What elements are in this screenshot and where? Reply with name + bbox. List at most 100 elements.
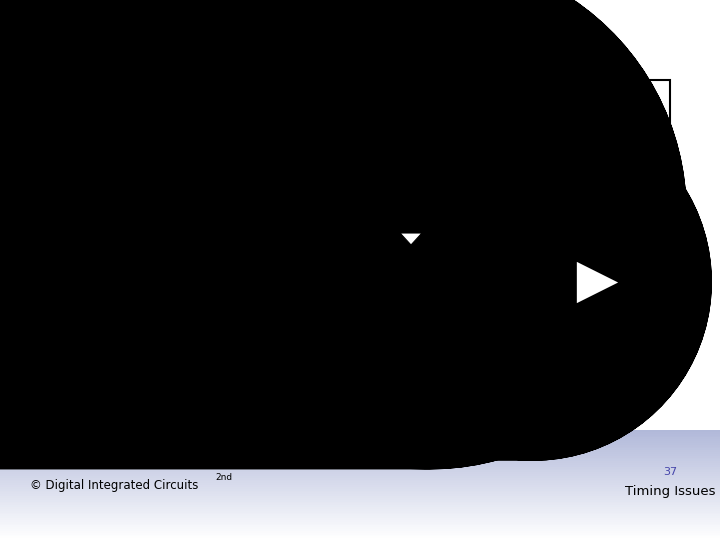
Text: $f_{system}$ = N x $f_{crystal}$: $f_{system}$ = N x $f_{crystal}$ <box>0 261 90 275</box>
Bar <box>0 447 720 448</box>
Bar <box>0 510 720 512</box>
Text: To generate a higher frequency required by digital circuits, a phase-locked
loop: To generate a higher frequency required … <box>55 392 505 459</box>
Text: PLL: PLL <box>469 275 491 288</box>
Bar <box>0 463 720 465</box>
Text: Chip 1: Chip 1 <box>220 64 260 77</box>
Bar <box>0 494 720 496</box>
Bar <box>0 505 720 507</box>
Text: Digital
System: Digital System <box>572 159 613 181</box>
Bar <box>0 527 720 529</box>
Bar <box>0 472 720 474</box>
Bar <box>118 234 238 302</box>
Bar <box>0 430 720 432</box>
Bar <box>0 523 720 525</box>
Bar <box>0 454 720 455</box>
Bar <box>0 512 720 514</box>
Bar <box>0 465 720 467</box>
Bar <box>0 483 720 485</box>
Bar <box>0 452 720 454</box>
Bar <box>0 537 720 538</box>
Bar <box>0 476 720 478</box>
Bar <box>0 522 720 523</box>
Text: Clock
Buffer: Clock Buffer <box>581 322 615 344</box>
Bar <box>0 520 720 522</box>
Bar <box>0 500 720 502</box>
Bar <box>0 482 720 483</box>
Bar <box>0 478 720 480</box>
Bar <box>0 514 720 516</box>
Bar <box>0 503 720 505</box>
Bar <box>430 252 530 312</box>
Bar <box>0 462 720 463</box>
Text: Crystal
Oscillator: Crystal Oscillator <box>153 418 207 440</box>
Bar <box>415 80 670 345</box>
Bar <box>0 518 720 520</box>
Bar <box>0 469 720 470</box>
Bar <box>0 530 720 532</box>
Bar <box>0 496 720 498</box>
Bar <box>0 480 720 481</box>
Bar <box>0 480 720 482</box>
Bar <box>0 512 720 514</box>
Text: Digital
System: Digital System <box>167 144 208 166</box>
Bar <box>0 505 720 507</box>
Bar <box>0 478 720 480</box>
Bar <box>115 105 260 205</box>
Bar <box>0 434 720 435</box>
Bar <box>400 180 422 245</box>
Bar <box>0 460 720 461</box>
Bar <box>0 507 720 509</box>
Bar <box>0 437 720 439</box>
Bar <box>0 516 720 518</box>
Bar <box>0 523 720 525</box>
Bar <box>0 487 720 488</box>
Text: PLL: PLL <box>167 261 189 274</box>
Bar <box>0 514 720 515</box>
Bar <box>0 503 720 505</box>
Bar <box>95 80 385 385</box>
Bar <box>0 467 720 469</box>
Bar <box>0 511 720 512</box>
Bar <box>0 491 720 494</box>
Bar <box>0 535 720 537</box>
Text: $f_{crystal}$, 200<Mhz: $f_{crystal}$, 200<Mhz <box>185 376 278 393</box>
Bar <box>0 448 720 450</box>
Bar <box>0 470 720 472</box>
Bar <box>0 515 720 517</box>
Text: PLL-Based Synchronization: PLL-Based Synchronization <box>127 22 593 51</box>
Bar <box>0 471 720 474</box>
Bar <box>0 483 720 485</box>
Bar <box>258 232 363 282</box>
Bar <box>0 432 720 434</box>
Bar <box>0 520 720 522</box>
Bar <box>0 485 720 487</box>
Bar <box>0 490 720 492</box>
Bar <box>0 507 720 508</box>
Bar <box>115 398 245 460</box>
Bar <box>0 502 720 503</box>
Bar <box>0 443 720 445</box>
Bar <box>0 509 720 511</box>
Bar <box>0 531 720 532</box>
Bar <box>0 494 720 495</box>
Bar <box>0 497 720 498</box>
Bar <box>0 454 720 456</box>
Bar <box>0 442 720 443</box>
Bar <box>0 450 720 451</box>
Bar <box>0 538 720 540</box>
Bar <box>0 447 720 448</box>
Bar <box>0 445 720 447</box>
Bar <box>0 456 720 457</box>
Bar <box>0 475 720 477</box>
Polygon shape <box>576 260 620 305</box>
Text: Data: Data <box>340 129 369 141</box>
Bar <box>0 518 720 520</box>
Bar <box>0 488 720 490</box>
Text: Timing Issues: Timing Issues <box>625 485 715 498</box>
Bar <box>0 529 720 531</box>
Bar <box>0 490 720 491</box>
Bar <box>0 525 720 527</box>
Bar <box>0 461 720 463</box>
Bar <box>0 465 720 467</box>
Bar <box>0 500 720 502</box>
